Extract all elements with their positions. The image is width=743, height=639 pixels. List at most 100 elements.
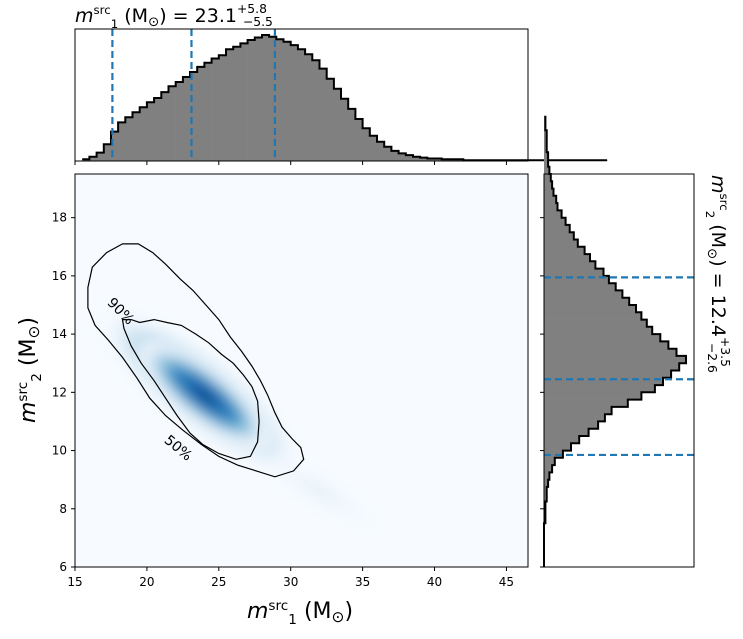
label-lower-error: −5.5 xyxy=(243,15,273,29)
label-close: ) xyxy=(707,259,729,266)
label-unit-subscript: ⊙ xyxy=(704,248,719,259)
label-upper-error: +5.8 xyxy=(237,2,267,16)
label-close: ) xyxy=(159,5,166,27)
x-tick-label: 20 xyxy=(139,575,154,589)
m1-bin xyxy=(139,107,148,161)
label-equals: = 12.4 xyxy=(707,267,729,337)
m1-bin xyxy=(405,155,414,161)
m2-bin xyxy=(544,494,547,502)
m2-bin xyxy=(544,290,623,299)
m1-bin xyxy=(132,112,141,161)
right-histogram-frame xyxy=(543,173,695,568)
m1-bin xyxy=(319,68,327,161)
m2-bin xyxy=(544,443,572,451)
m2-bin xyxy=(544,472,550,480)
label-symbol: m xyxy=(16,402,41,423)
density-heatmap xyxy=(75,287,399,541)
density-core xyxy=(139,341,270,449)
m2-bin xyxy=(544,457,555,466)
label-close: ) xyxy=(16,317,41,326)
y-tick-label: 14 xyxy=(52,327,67,341)
m2-summary-title: msrc2 (M⊙) = 12.4+3.5−2.6 xyxy=(703,175,732,373)
label-symbol: m xyxy=(707,175,729,194)
y-tick-label: 16 xyxy=(52,269,67,283)
label-subscript: 1 xyxy=(111,17,119,31)
m1-bin xyxy=(269,36,277,161)
m2-bin xyxy=(544,254,590,262)
m1-bin xyxy=(182,77,191,161)
m1-bin xyxy=(391,150,399,161)
main-frame xyxy=(74,173,529,568)
m1-bin xyxy=(305,54,313,161)
m1-bin xyxy=(434,158,443,161)
m2-bin xyxy=(544,479,549,488)
m2-bin xyxy=(544,275,609,284)
m1-bin xyxy=(247,40,256,161)
m1-bin xyxy=(290,45,299,161)
label-unit: (M xyxy=(16,338,41,373)
label-unit-subscript: ⊙ xyxy=(332,608,345,626)
m2-bin xyxy=(544,217,566,226)
m1-summary-title: msrc1 (M⊙) = 23.1+5.8 −5.5 xyxy=(75,2,273,31)
m1-bin xyxy=(125,117,133,161)
y-axis-ticks: 6 8 10 12 14 16 18 xyxy=(52,211,75,574)
m1-bin xyxy=(276,39,284,162)
m2-bin xyxy=(544,144,547,153)
m2-bin xyxy=(544,355,686,364)
top-histogram-frame xyxy=(74,28,529,162)
label-symbol: m xyxy=(75,5,94,27)
m1-bin xyxy=(240,43,248,161)
m1-quantile-lines xyxy=(111,29,276,161)
m1-bin xyxy=(146,102,155,161)
m2-bin xyxy=(544,348,677,357)
m2-bin xyxy=(544,152,549,160)
label-upper-error: +3.5 xyxy=(718,337,732,367)
m2-bin xyxy=(544,312,642,320)
label-unit: (M xyxy=(707,218,729,248)
m1-bin xyxy=(355,119,363,161)
m1-bin xyxy=(412,156,421,161)
m1-histogram xyxy=(82,34,608,162)
m2-bin xyxy=(544,421,599,430)
m2-bin xyxy=(544,436,580,444)
label-superscript: src xyxy=(268,598,288,614)
m1-bin xyxy=(420,157,428,161)
m2-bin xyxy=(544,377,664,386)
m1-bin xyxy=(312,60,320,162)
m1-bin xyxy=(175,82,184,161)
m1-bin xyxy=(297,49,306,161)
m2-bin xyxy=(544,385,655,393)
m2-bin xyxy=(544,181,553,189)
m2-bin xyxy=(544,341,669,349)
m1-bin xyxy=(154,98,162,161)
m1-bin xyxy=(333,88,342,161)
y-tick-label: 18 xyxy=(52,211,67,225)
m2-bin xyxy=(544,137,547,146)
m1-bin xyxy=(341,98,349,161)
m2-bin xyxy=(544,166,550,175)
m1-bin xyxy=(110,131,119,161)
m1-hist-outline xyxy=(82,34,608,162)
contour-90pct xyxy=(87,243,305,478)
label-unit: (M xyxy=(118,5,148,27)
m1-bin xyxy=(384,146,392,161)
label-superscript: src xyxy=(15,382,31,402)
m1-bin xyxy=(398,153,407,161)
label-symbol: m xyxy=(247,599,268,624)
m2-bin xyxy=(544,370,672,379)
m2-histogram xyxy=(543,115,687,567)
m1-bin xyxy=(233,46,241,162)
m1-bin xyxy=(190,71,198,161)
m1-bin xyxy=(118,122,126,161)
m2-bin xyxy=(544,203,558,211)
m2-bin xyxy=(544,224,570,233)
label-unit: (M xyxy=(297,599,332,624)
x-tick-label: 15 xyxy=(67,575,82,589)
m2-bin xyxy=(544,130,547,138)
m2-bin xyxy=(544,399,628,408)
m2-hist-outline xyxy=(543,115,687,567)
x-tick-label: 45 xyxy=(499,575,514,589)
m1-bin xyxy=(89,156,97,161)
